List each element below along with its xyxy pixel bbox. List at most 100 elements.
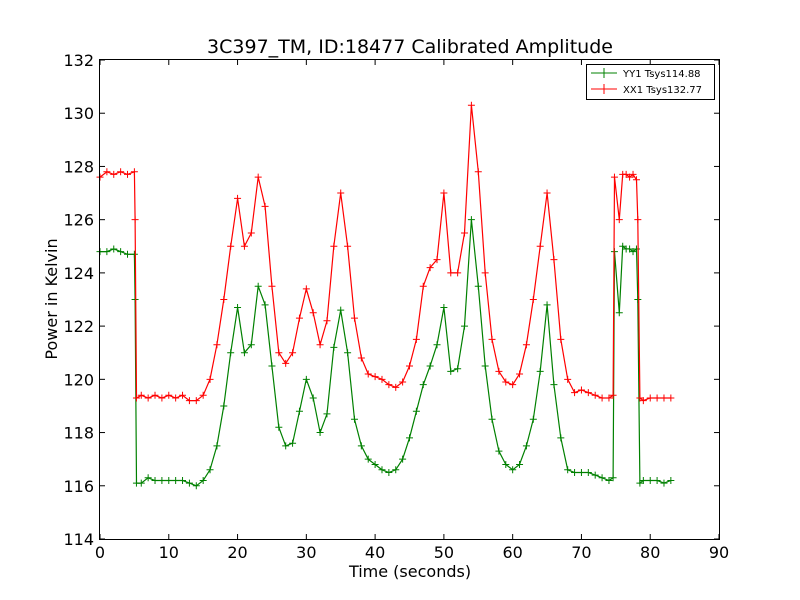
data-point bbox=[371, 460, 379, 468]
data-point bbox=[440, 303, 448, 311]
data-point bbox=[124, 170, 132, 178]
data-point bbox=[323, 317, 331, 325]
data-point bbox=[344, 349, 352, 357]
data-point bbox=[337, 306, 345, 314]
data-point bbox=[467, 216, 475, 224]
y-axis-label: Power in Kelvin bbox=[42, 238, 61, 359]
data-point bbox=[577, 386, 585, 394]
data-point bbox=[615, 309, 623, 317]
data-point bbox=[172, 476, 180, 484]
series-1 bbox=[96, 101, 675, 405]
data-point bbox=[199, 391, 207, 399]
data-point bbox=[529, 415, 537, 423]
data-point bbox=[316, 429, 324, 437]
data-point bbox=[392, 383, 400, 391]
legend-marker-xx bbox=[599, 84, 609, 94]
data-point bbox=[137, 391, 145, 399]
data-point bbox=[609, 391, 617, 399]
data-point bbox=[268, 362, 276, 370]
data-point bbox=[206, 466, 214, 474]
data-point bbox=[447, 367, 455, 375]
data-point bbox=[571, 389, 579, 397]
data-point bbox=[392, 466, 400, 474]
legend-label-xx: XX1 Tsys132.77 bbox=[623, 85, 702, 96]
data-point bbox=[240, 242, 248, 250]
data-point bbox=[419, 282, 427, 290]
data-point bbox=[399, 378, 407, 386]
data-point bbox=[357, 442, 365, 450]
data-point bbox=[502, 460, 510, 468]
data-point bbox=[467, 101, 475, 109]
data-point bbox=[412, 335, 420, 343]
data-point bbox=[261, 202, 269, 210]
data-point bbox=[550, 256, 558, 264]
data-point bbox=[634, 296, 642, 303]
data-point bbox=[302, 285, 310, 293]
data-point bbox=[110, 245, 118, 253]
data-point bbox=[577, 468, 585, 476]
data-point bbox=[151, 476, 159, 484]
data-point bbox=[378, 375, 386, 383]
legend: YY1 Tsys114.88 XX1 Tsys132.77 bbox=[586, 64, 715, 100]
data-point bbox=[131, 296, 139, 303]
data-point bbox=[330, 242, 338, 250]
data-point bbox=[461, 229, 469, 237]
data-point bbox=[646, 394, 654, 402]
data-point bbox=[192, 397, 200, 405]
data-point bbox=[199, 476, 207, 484]
data-point bbox=[357, 354, 365, 362]
x-tick-label: 10 bbox=[159, 543, 179, 562]
data-point bbox=[282, 359, 290, 367]
data-point bbox=[598, 474, 606, 482]
data-point bbox=[289, 439, 297, 447]
legend-box bbox=[586, 64, 715, 100]
x-tick-label: 50 bbox=[434, 543, 454, 562]
data-point bbox=[330, 343, 338, 351]
ticks-layer: 0 10 20 30 40 50 60 70 80 90 114 116 118 120 122 124 126… bbox=[63, 51, 729, 562]
data-point bbox=[158, 394, 166, 402]
data-point bbox=[364, 455, 372, 463]
data-point bbox=[550, 381, 558, 389]
data-point bbox=[309, 394, 317, 402]
data-point bbox=[247, 341, 255, 349]
data-point bbox=[660, 479, 668, 487]
data-point bbox=[185, 397, 193, 405]
x-tick-label: 30 bbox=[296, 543, 316, 562]
data-point bbox=[302, 375, 310, 383]
data-point bbox=[447, 269, 455, 277]
data-point bbox=[247, 229, 255, 237]
data-point bbox=[454, 269, 462, 277]
data-point bbox=[344, 242, 352, 250]
data-point bbox=[406, 362, 413, 370]
data-point bbox=[179, 476, 187, 484]
data-point bbox=[254, 173, 262, 181]
data-point bbox=[137, 479, 145, 487]
data-point bbox=[536, 242, 544, 250]
data-point bbox=[399, 455, 407, 463]
x-tick-label: 90 bbox=[709, 543, 729, 562]
data-point bbox=[240, 349, 248, 357]
data-point bbox=[543, 189, 551, 197]
x-tick-label: 0 bbox=[95, 543, 105, 562]
data-point bbox=[557, 335, 565, 343]
series-0 bbox=[96, 216, 675, 490]
data-point bbox=[385, 468, 393, 476]
data-point bbox=[564, 466, 572, 474]
data-point bbox=[639, 476, 647, 484]
plot-area-frame bbox=[99, 59, 720, 540]
data-point bbox=[653, 476, 661, 484]
data-point bbox=[282, 442, 290, 450]
data-point bbox=[131, 216, 139, 224]
data-point bbox=[117, 248, 125, 256]
x-tick-label: 80 bbox=[640, 543, 660, 562]
data-point bbox=[529, 296, 537, 303]
x-tick-label: 20 bbox=[227, 543, 247, 562]
data-point bbox=[605, 394, 613, 402]
data-point bbox=[509, 381, 517, 389]
data-point bbox=[419, 381, 427, 389]
y-tick-label: 128 bbox=[63, 157, 94, 176]
data-point bbox=[350, 314, 358, 322]
data-point bbox=[275, 349, 283, 357]
data-point bbox=[426, 362, 434, 370]
data-point bbox=[571, 468, 579, 476]
